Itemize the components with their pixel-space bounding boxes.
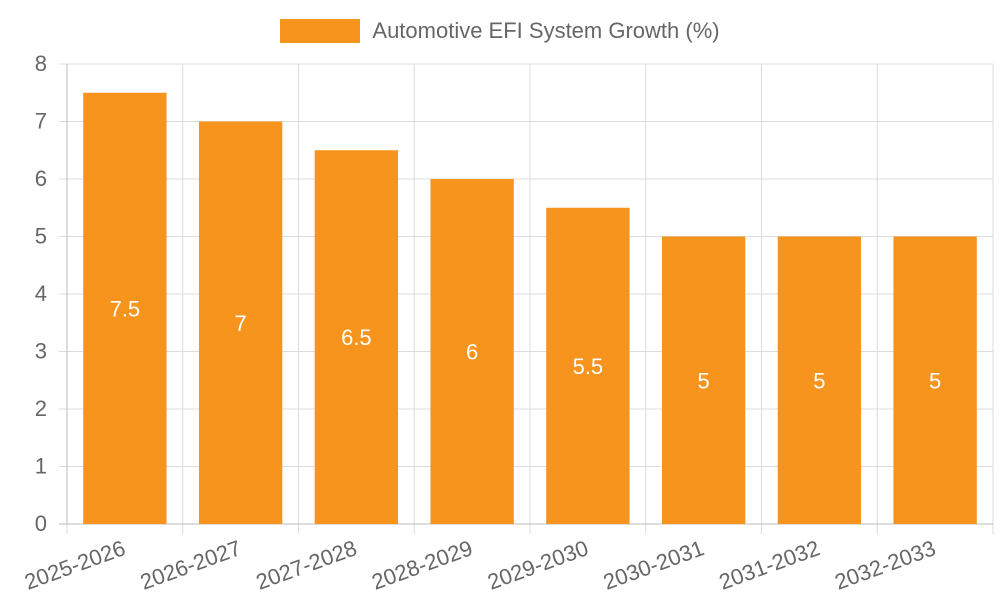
x-tick-label: 2031-2032 bbox=[716, 535, 823, 594]
x-tick-label: 2026-2027 bbox=[137, 535, 244, 594]
bar[interactable] bbox=[83, 92, 167, 524]
legend-label: Automotive EFI System Growth (%) bbox=[372, 18, 720, 43]
y-tick-label: 7 bbox=[35, 109, 47, 134]
data-label: 6 bbox=[466, 340, 478, 365]
data-label: 5.5 bbox=[573, 354, 604, 379]
legend-swatch bbox=[280, 19, 361, 43]
data-label: 7 bbox=[235, 311, 247, 336]
data-label: 5 bbox=[813, 368, 825, 393]
x-tick-label: 2029-2030 bbox=[484, 535, 591, 594]
bar[interactable] bbox=[661, 236, 746, 525]
data-label: 5 bbox=[698, 368, 710, 393]
y-tick-label: 6 bbox=[35, 166, 47, 191]
x-tick-label: 2028-2029 bbox=[368, 535, 475, 594]
bar[interactable] bbox=[198, 121, 283, 525]
x-tick-label: 2030-2031 bbox=[600, 535, 707, 594]
bar[interactable] bbox=[430, 179, 514, 524]
data-label: 5 bbox=[929, 368, 941, 393]
y-tick-label: 8 bbox=[35, 51, 47, 76]
x-tick-label: 2027-2028 bbox=[253, 535, 360, 594]
legend[interactable]: Automotive EFI System Growth (%) bbox=[0, 18, 1000, 44]
bar[interactable] bbox=[777, 236, 862, 525]
y-tick-label: 0 bbox=[35, 511, 47, 536]
y-tick-label: 4 bbox=[35, 281, 47, 306]
y-tick-label: 3 bbox=[35, 339, 47, 364]
y-tick-label: 1 bbox=[35, 454, 47, 479]
bar[interactable] bbox=[893, 236, 977, 525]
bar[interactable] bbox=[546, 207, 630, 524]
y-tick-label: 2 bbox=[35, 396, 47, 421]
bar[interactable] bbox=[314, 150, 399, 524]
data-label: 7.5 bbox=[110, 296, 141, 321]
x-tick-label: 2025-2026 bbox=[21, 535, 128, 594]
x-tick-label: 2032-2033 bbox=[831, 535, 938, 594]
data-label: 6.5 bbox=[341, 325, 372, 350]
y-tick-label: 5 bbox=[35, 224, 47, 249]
